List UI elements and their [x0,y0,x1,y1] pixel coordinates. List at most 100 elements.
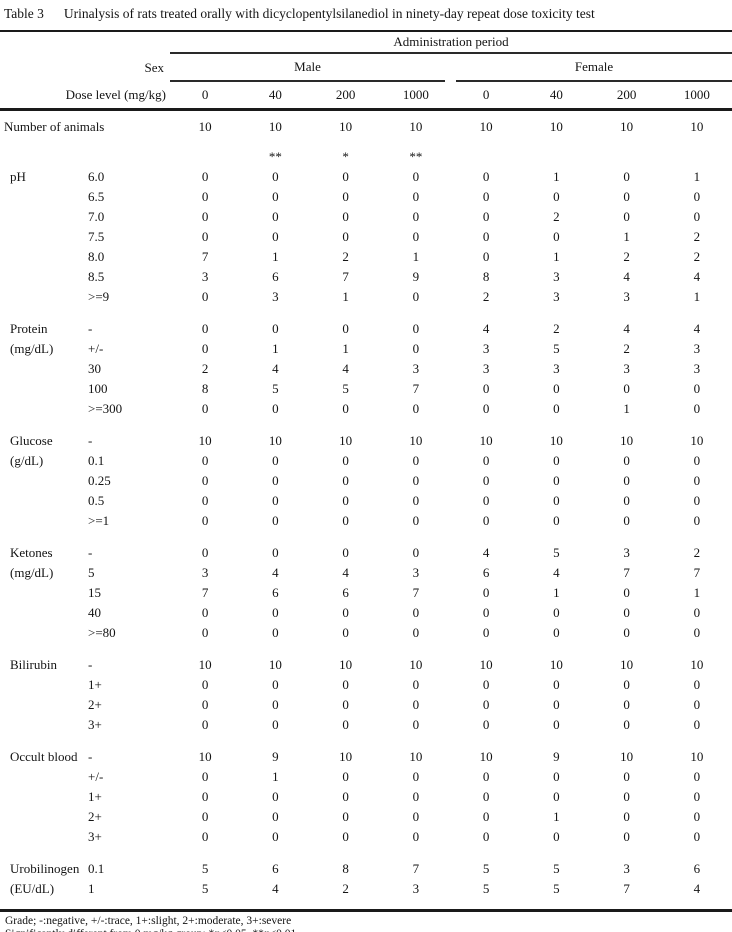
cell-value: 0 [412,209,420,224]
cell-value: 10 [409,119,423,134]
grade-label: 1+ [88,789,102,804]
significance-marker: ** [409,149,423,164]
cell-value: 0 [412,717,420,732]
cell-value: 10 [268,433,282,448]
cell-value: 9 [553,749,560,764]
male-group-header: Male [170,54,445,82]
cell-value: 0 [412,677,420,692]
cell-value: 0 [482,401,490,416]
cell-value: 0 [272,605,279,620]
table-row: Bilirubin - 10 10 10 10 10 10 10 10 [0,655,732,675]
cell-value: 2 [623,341,630,356]
table-row: 7.0 0 0 0 0 0 2 0 0 [0,207,732,227]
category-label: Protein [10,321,48,336]
grade-label: >=1 [88,513,110,528]
table-row: (mg/dL) +/- 0 1 1 0 3 5 2 3 [0,339,732,359]
cell-value: 0 [412,789,420,804]
grade-legend: Grade; -:negative, +/-:trace, 1+:slight,… [5,915,292,927]
cell-value: 4 [623,321,630,336]
table-row: >=9 0 3 1 0 2 3 3 1 [0,287,732,307]
cell-value: 4 [693,881,701,896]
cell-value: 3 [412,881,420,896]
cell-value: 4 [482,321,490,336]
cell-value: 1 [623,401,630,416]
cell-value: 4 [482,545,490,560]
cell-value: 0 [623,605,630,620]
cell-value: 0 [201,473,209,488]
cell-value: 5 [553,861,560,876]
cell-value: 0 [623,789,630,804]
grade-label: >=9 [88,289,110,304]
cell-value: 10 [690,119,704,134]
cell-value: 0 [412,829,420,844]
cell-value: 0 [342,677,349,692]
cell-value: 0 [342,493,349,508]
table-number: Table 3 [4,6,44,21]
cell-value: 0 [412,493,420,508]
cell-value: 9 [412,269,420,284]
cell-value: 1 [553,585,560,600]
cell-value: 0 [693,189,701,204]
cell-value: 0 [482,229,490,244]
cell-value: 10 [690,657,704,672]
grade-label: 0.5 [88,493,105,508]
cell-value: 0 [272,625,279,640]
cell-value: 0 [272,169,279,184]
cell-value: 3 [412,565,420,580]
cell-value: 0 [272,789,279,804]
section-bilirubin: Bilirubin - 10 10 10 10 10 10 10 10 1+ 0 0 0 0 0 0 0 0 2+ 0 0… [0,655,732,735]
cell-value: 1 [272,769,279,784]
cell-value: 0 [342,513,349,528]
cell-value: 0 [201,605,209,620]
cell-value: 0 [623,697,630,712]
grade-label: 5 [88,565,95,580]
table-row: 100 8 5 5 7 0 0 0 0 [0,379,732,399]
cell-value: 0 [201,717,209,732]
grade-label: 2+ [88,697,102,712]
section-ketones: Ketones -0 0 0 0 4 5 3 2 (mg/dL) 5 3 4 4 3 6 4 7 7 15 7 6 6 7 0 1… [0,543,732,643]
grade-label: 15 [88,585,101,600]
cell-value: 10 [409,433,423,448]
cell-value: 3 [553,289,560,304]
grade-label: 8.0 [88,249,105,264]
header-row-administration: Administration period [0,32,732,54]
number-of-animals-label: Number of animals [4,119,105,134]
cell-value: 3 [201,565,209,580]
cell-value: 0 [553,401,560,416]
cell-value: 0 [693,625,701,640]
grade-label: 2+ [88,809,102,824]
cell-value: 0 [272,473,279,488]
cell-value: 6 [342,585,349,600]
p-italic: p [214,928,220,932]
cell-value: 0 [553,513,560,528]
cell-value: 0 [272,809,279,824]
cell-value: 0 [623,493,630,508]
grade-label: 1 [88,881,95,896]
cell-value: 3 [272,289,279,304]
cell-value: 0 [201,625,209,640]
cell-value: 0 [272,401,279,416]
cell-value: 10 [339,119,353,134]
cell-value: 7 [342,269,349,284]
cell-value: 0 [693,381,701,396]
cell-value: 4 [272,881,279,896]
table-header: Administration period Sex Male Female Do… [0,30,732,111]
dose-value: 40 [549,87,563,102]
cell-value: 0 [201,789,209,804]
cell-value: 0 [553,189,560,204]
cell-value: 0 [412,545,420,560]
cell-value: 3 [482,341,490,356]
significance-marker: ** [268,149,282,164]
grade-label: 7.5 [88,229,105,244]
cell-value: 0 [623,209,630,224]
cell-value: 0 [693,493,701,508]
table-row: Ketones - 0 0 0 0 4 5 3 2 [0,543,732,563]
unit-label: (g/dL) [10,453,44,468]
cell-value: 0 [693,513,701,528]
cell-value: 0 [201,493,209,508]
cell-value: 0 [342,189,349,204]
cell-value: 0 [272,493,279,508]
cell-value: 0 [201,169,209,184]
cell-value: 0 [553,605,560,620]
